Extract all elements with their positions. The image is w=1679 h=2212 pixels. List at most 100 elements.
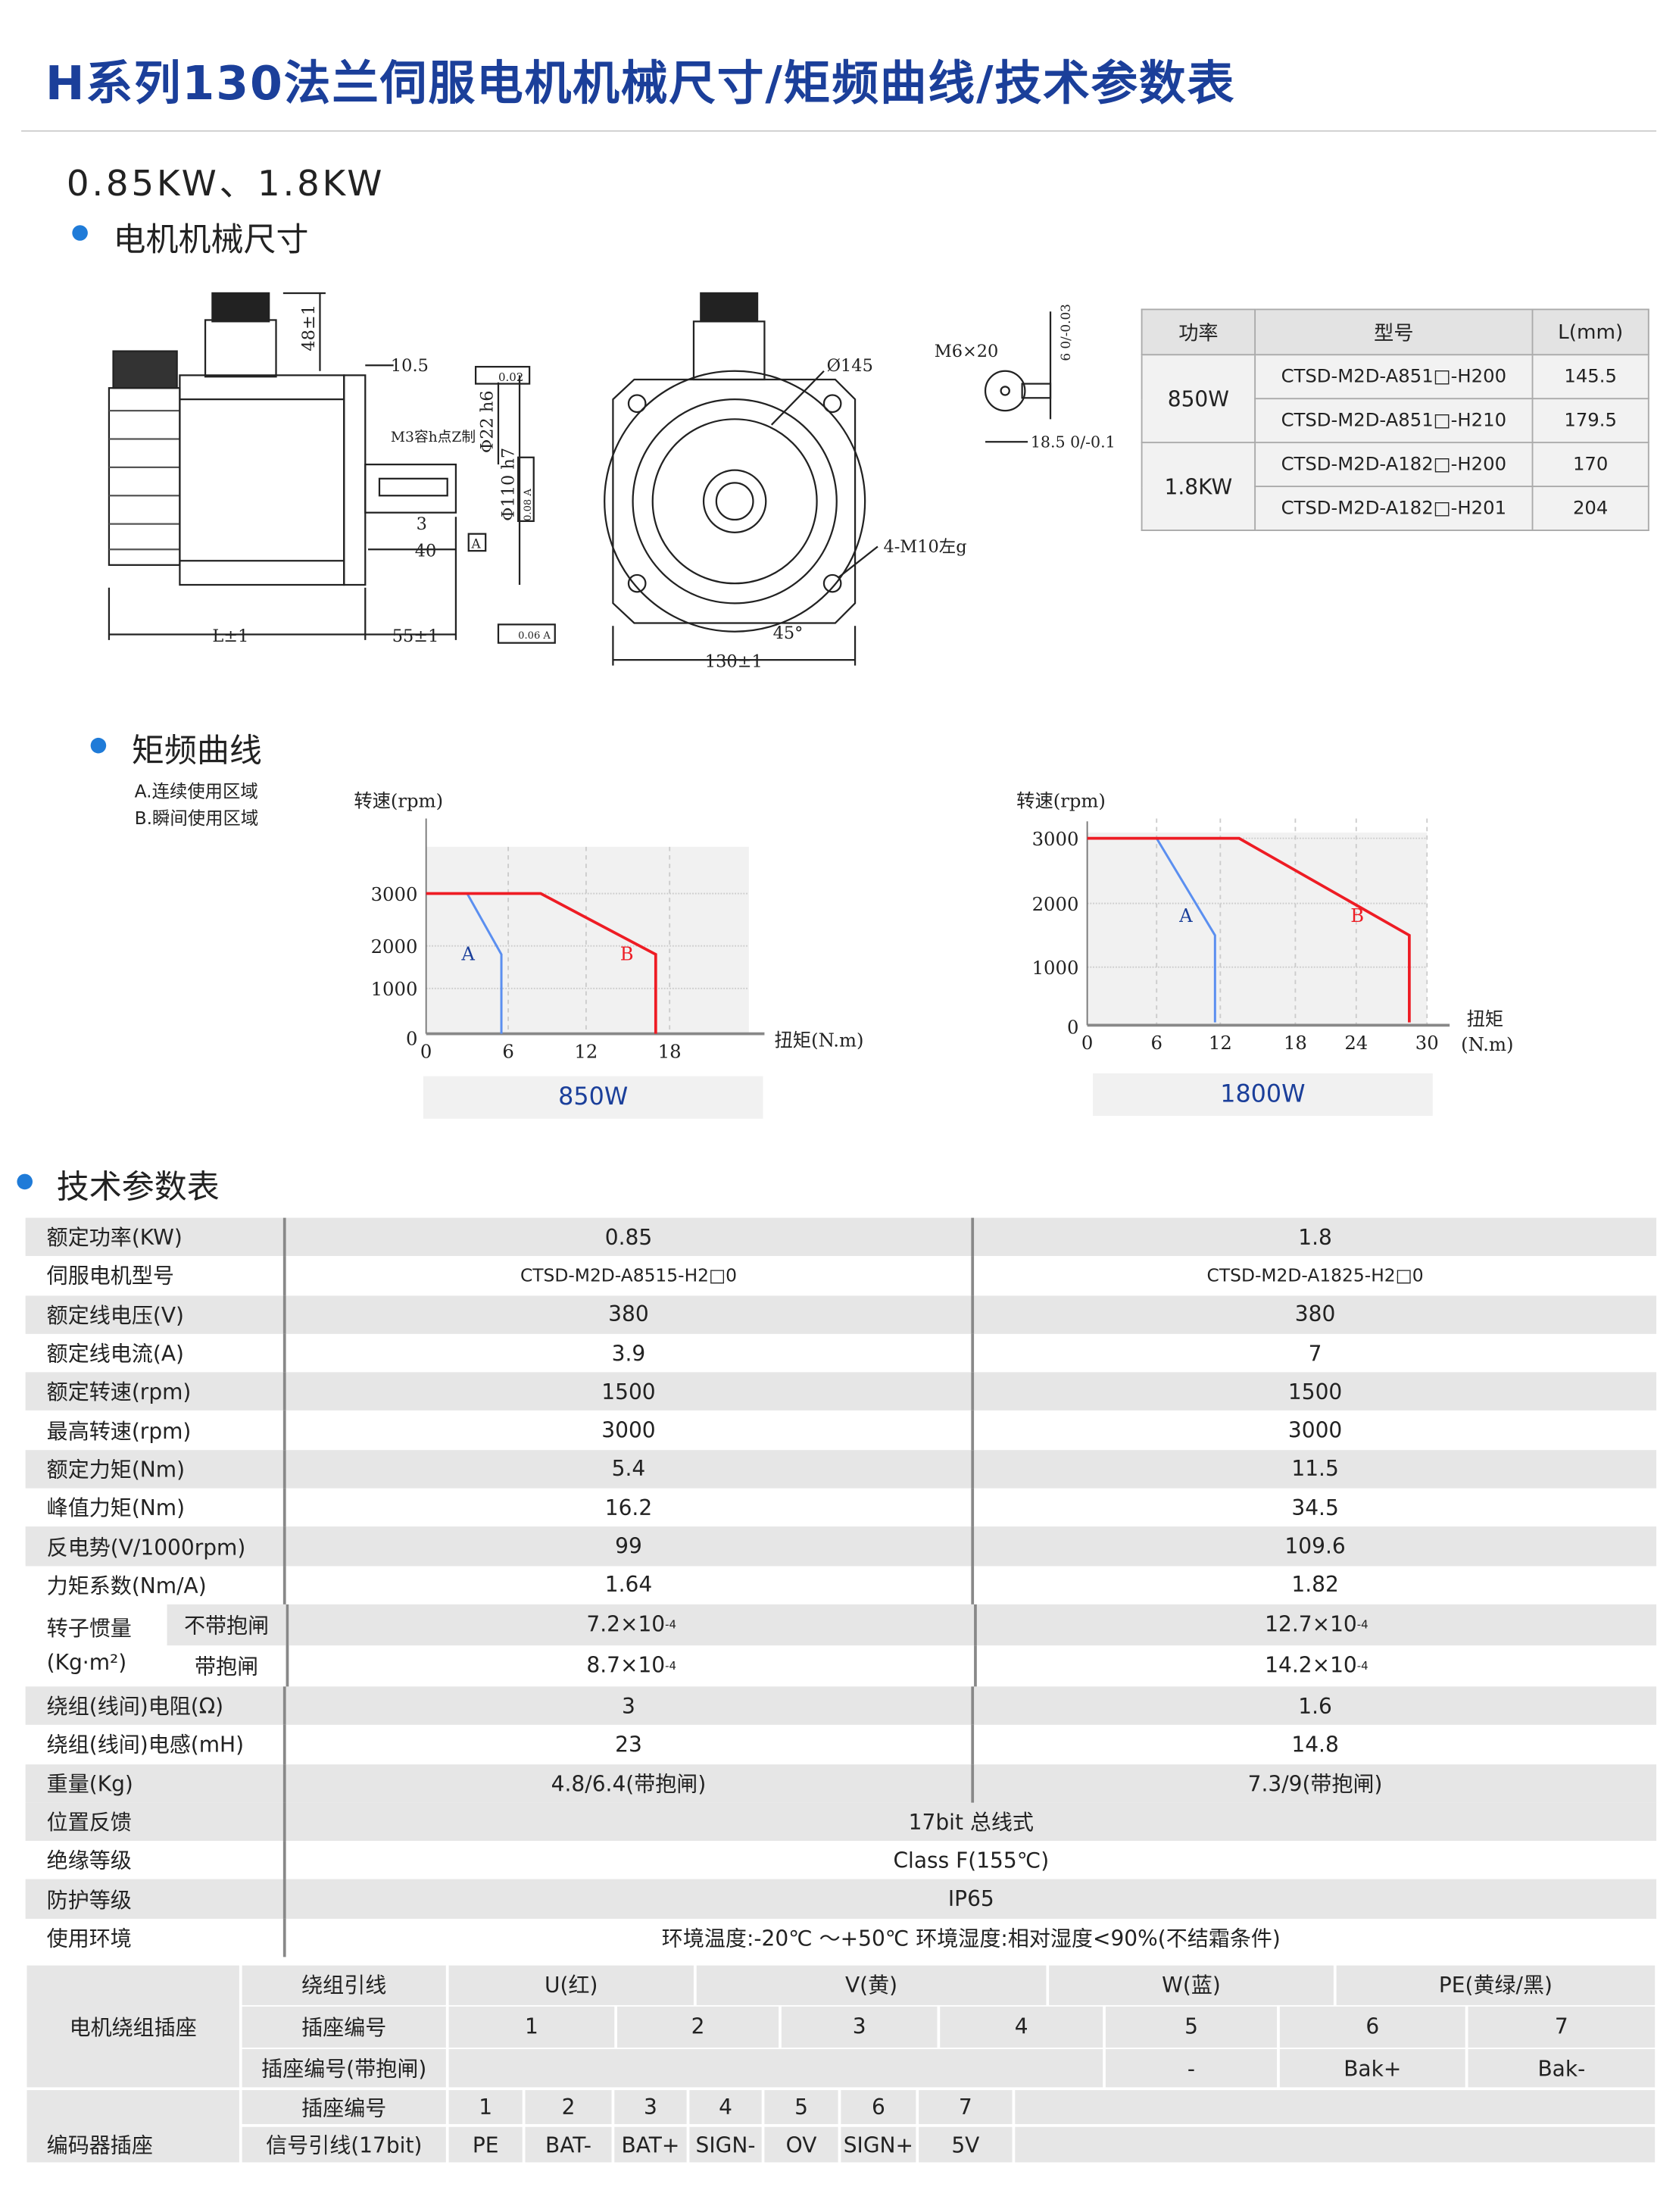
power-range: 0.85KW、1.8KW — [66, 162, 385, 205]
spec-value-085kw: 16.2 — [286, 1488, 975, 1527]
section-specs: 技术参数表 — [56, 1170, 220, 1207]
winding-row2-cell: 6 — [1279, 2006, 1465, 2048]
spec-value-shared: 17bit 总线式 — [908, 1809, 1034, 1836]
spec-value-18kw: 11.5 — [1291, 1456, 1339, 1482]
spec-row: 绝缘等级 Class F(155℃) — [26, 1841, 1656, 1880]
chart-title-850w: 850W — [423, 1076, 763, 1119]
spec-value-085kw: 1500 — [286, 1372, 975, 1411]
encoder-row2-cell: 信号引线(17bit) — [242, 2126, 446, 2163]
page-title: H系列130法兰伺服电机机械尺寸/矩频曲线/技术参数表 — [45, 55, 1236, 111]
winding-row3-cell: - — [1105, 2048, 1278, 2088]
winding-row2-cell: 1 — [448, 2006, 615, 2048]
dimension-table: 功率 型号 L(mm) 850W CTSD-M2D-A851□-H200 145.5 C… — [1141, 308, 1649, 531]
divider — [21, 130, 1657, 132]
y-tick-label: 1000 — [371, 978, 418, 1000]
spec-label: 使用环境 — [26, 1918, 286, 1957]
spec-row: 防护等级 IP65 — [25, 1879, 1657, 1919]
winding-row1-cell: V(黄) — [696, 1965, 1047, 2004]
encoder-row2-cell: 5V — [919, 2126, 1013, 2163]
spec-value-18kw: 109.6 — [1284, 1533, 1346, 1560]
x-axis-label: 扭矩 — [1467, 1008, 1504, 1029]
spec-label: 峰值力矩(Nm) — [26, 1488, 286, 1527]
spec-value-085kw: CTSD-M2D-A8515-H2□0 — [286, 1256, 975, 1295]
y-tick-label: 2000 — [371, 936, 418, 958]
inertia-18-brake: 14.2×10 — [1265, 1653, 1357, 1679]
x-tick-label: 18 — [658, 1040, 682, 1062]
winding-row3-cell: Bak- — [1468, 2048, 1656, 2088]
spec-label: 绝缘等级 — [26, 1841, 286, 1880]
spec-value-shared: IP65 — [947, 1886, 994, 1912]
model-cell: CTSD-M2D-A182□-H200 — [1254, 442, 1534, 488]
encoder-row1-cell: 1 — [448, 2090, 523, 2124]
tol-0-02: 0.02 — [498, 370, 523, 384]
encoder-row2-cell: PE — [448, 2126, 523, 2163]
sub-label-no-brake: 不带抱闸 — [167, 1604, 286, 1646]
spec-label: 额定转速(rpm) — [26, 1372, 286, 1411]
curve-B — [426, 892, 657, 1034]
inertia-18-no-brake: 12.7×10 — [1265, 1612, 1357, 1638]
spec-label: 反电势(V/1000rpm) — [26, 1526, 286, 1566]
x-tick-label: 6 — [1150, 1032, 1162, 1054]
winding-row1-cell: 绕组引线 — [242, 1965, 446, 2004]
spec-value-085kw: 3 — [286, 1686, 975, 1726]
spec-row: 伺服电机型号 CTSD-M2D-A8515-H2□0 CTSD-M2D-A1825-… — [26, 1256, 1656, 1295]
dim-m6: M6×20 — [935, 342, 999, 361]
exponent: -4 — [1356, 1618, 1368, 1632]
mechanical-drawing: 48±1 10.5 0.02 M3容h点Z制 Φ22 h6 Φ110 h7 0.… — [108, 292, 1116, 671]
spec-row: 位置反馈 17bit 总线式 — [25, 1802, 1657, 1842]
spec-row: 额定线电压(V) 380 380 — [25, 1295, 1657, 1334]
spec-value-18kw: 34.5 — [1291, 1495, 1339, 1521]
header-power: 功率 — [1141, 308, 1256, 356]
spec-label: 绕组(线间)电阻(Ω) — [26, 1686, 286, 1726]
spec-value-085kw: 0.85 — [286, 1217, 975, 1257]
spec-label: 防护等级 — [26, 1879, 286, 1919]
spec-value-085kw: 23 — [286, 1725, 975, 1764]
spec-label: 力矩系数(Nm/A) — [26, 1565, 286, 1604]
spec-label: 最高转速(rpm) — [26, 1411, 286, 1450]
spec-value-085kw: 3.9 — [286, 1333, 975, 1373]
curve-label-B: B — [620, 942, 634, 964]
dim-130: 130±1 — [705, 651, 763, 671]
note-m3: M3容h点Z制 — [391, 430, 476, 445]
spec-value-18kw: 1.82 — [1291, 1572, 1339, 1598]
spec-row: 反电势(V/1000rpm) 99 109.6 — [25, 1526, 1657, 1566]
x-tick-label: 6 — [502, 1040, 513, 1062]
legend-b: B.瞬间使用区域 — [134, 807, 259, 829]
curve-label-B: B — [1350, 904, 1364, 926]
y-tick-label: 3000 — [1032, 828, 1079, 850]
x-tick-label: 24 — [1344, 1032, 1368, 1054]
spec-label-unit: (Kg·m²) — [46, 1649, 127, 1676]
encoder-row1-cell: 7 — [919, 2090, 1013, 2124]
length-cell: 204 — [1531, 486, 1649, 531]
x-tick-label: 0 — [420, 1040, 432, 1062]
exponent: -4 — [665, 1618, 677, 1632]
dim-18-5: 18.5 0/-0.1 — [1031, 433, 1116, 451]
dim-phi22: Φ22 h6 — [478, 390, 498, 453]
chart-1800W: 0 6 12 18 24 30 0 1000 2000 3000 A B 转速(rpm) 扭矩 (N.m) — [1016, 790, 1513, 1056]
winding-row3-cell: Bak+ — [1279, 2048, 1465, 2088]
encoder-row2-cell: BAT- — [525, 2126, 612, 2163]
x-axis-unit: (N.m) — [1461, 1033, 1513, 1055]
spec-row: 绕组(线间)电感(mH) 23 14.8 — [26, 1725, 1656, 1764]
spec-row: 额定力矩(Nm) 5.4 11.5 — [25, 1449, 1657, 1489]
encoder-row1-cell: 6 — [841, 2090, 916, 2124]
y-tick-label: 2000 — [1032, 893, 1079, 915]
spec-label: 额定线电压(V) — [26, 1295, 286, 1334]
dim-phi110: Φ110 h7 — [499, 448, 519, 521]
section-curves: 矩频曲线 — [131, 733, 262, 770]
winding-row1-cell: U(红) — [448, 1965, 694, 2004]
spec-value-18kw: 1.8 — [1298, 1224, 1332, 1250]
bullet-icon — [90, 737, 107, 754]
side-view: 48±1 10.5 0.02 M3容h点Z制 Φ22 h6 Φ110 h7 0.… — [108, 292, 556, 646]
model-cell: CTSD-M2D-A851□-H200 — [1254, 354, 1534, 400]
spec-table: 额定功率(KW) 0.85 1.8 伺服电机型号 CTSD-M2D-A8515-H2□0… — [25, 1217, 1657, 1957]
x-tick-label: 12 — [574, 1040, 598, 1062]
winding-row2-cell: 2 — [617, 2006, 779, 2048]
chart-850W: 0 6 12 18 0 1000 2000 3000 A B 转速(rpm) 扭矩(N.m) — [354, 790, 863, 1063]
sub-label-brake: 带抱闸 — [194, 1654, 259, 1679]
y-tick-label: 1000 — [1032, 957, 1079, 979]
spec-label: 额定力矩(Nm) — [26, 1449, 286, 1489]
winding-row3-cell — [448, 2048, 1103, 2088]
shaft-detail: M6×20 6 0/-0.03 18.5 0/-0.1 — [935, 304, 1116, 451]
